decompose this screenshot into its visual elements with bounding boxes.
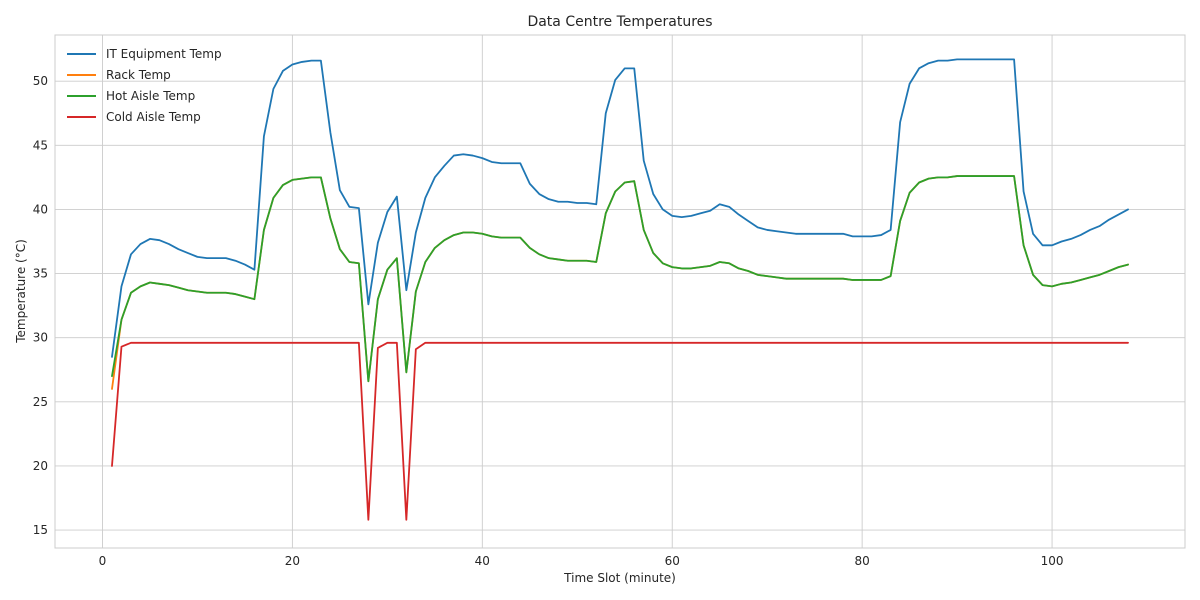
legend-label: Cold Aisle Temp	[106, 110, 201, 124]
x-tick-label: 60	[665, 554, 680, 568]
series-layer	[111, 58, 1129, 521]
series-line-it-equipment-temp	[111, 58, 1129, 358]
y-axis-label: Temperature (°C)	[14, 239, 28, 344]
y-tick-labels: 15 20 25 30 35 40 45 50	[33, 74, 48, 537]
plot-frame	[54, 34, 1186, 549]
x-tick-label: 100	[1041, 554, 1064, 568]
y-tick-label: 45	[33, 138, 48, 152]
series-line-cold-aisle-temp	[111, 341, 1129, 521]
x-tick-labels: 0 20 40 60 80 100	[99, 554, 1064, 568]
y-tick-label: 25	[33, 395, 48, 409]
gridlines	[55, 35, 1185, 548]
chart-title: Data Centre Temperatures	[527, 14, 712, 30]
legend-label: IT Equipment Temp	[106, 47, 222, 61]
legend: IT Equipment Temp Rack Temp Hot Aisle Temp…	[67, 47, 222, 124]
y-tick-label: 40	[33, 202, 48, 216]
x-tick-label: 40	[475, 554, 490, 568]
x-axis-label: Time Slot (minute)	[563, 571, 676, 585]
y-tick-label: 15	[33, 523, 48, 537]
y-tick-label: 35	[33, 267, 48, 281]
y-tick-label: 50	[33, 74, 48, 88]
series-line-rack-temp	[111, 175, 1129, 390]
legend-label: Rack Temp	[106, 68, 171, 82]
legend-label: Hot Aisle Temp	[106, 89, 195, 103]
x-tick-label: 0	[99, 554, 107, 568]
y-tick-label: 20	[33, 459, 48, 473]
y-tick-label: 30	[33, 331, 48, 345]
x-tick-label: 80	[855, 554, 870, 568]
series-line-hot-aisle-temp	[111, 175, 1129, 383]
x-tick-label: 20	[285, 554, 300, 568]
